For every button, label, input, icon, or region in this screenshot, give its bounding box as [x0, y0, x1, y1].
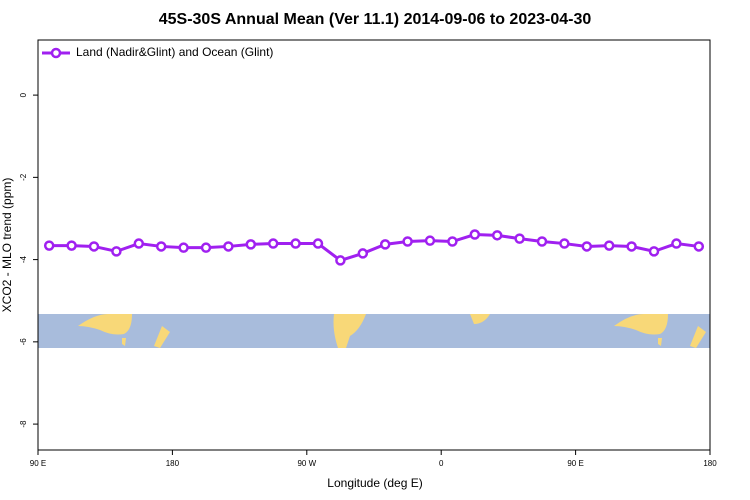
y-tick-label: -2 [19, 173, 28, 181]
data-point [200, 242, 212, 253]
data-point [491, 230, 503, 241]
data-point [648, 246, 660, 257]
data-point [245, 239, 257, 250]
data-point [693, 241, 705, 252]
x-tick-label: 90 W [297, 459, 316, 468]
data-point [335, 255, 346, 266]
data-point [379, 239, 391, 250]
data-point [66, 240, 77, 251]
plot-frame [37, 39, 711, 451]
x-tick-label: 0 [439, 459, 444, 468]
legend-marker [50, 47, 62, 59]
data-point [469, 229, 481, 240]
data-point [536, 236, 548, 247]
data-point [178, 242, 189, 253]
data-point [88, 241, 100, 252]
y-tick-label: -8 [19, 420, 28, 428]
data-point [111, 246, 122, 257]
data-point [133, 238, 145, 249]
data-point [603, 240, 615, 251]
data-point [626, 241, 637, 252]
data-point [223, 241, 234, 252]
y-tick-label: -4 [19, 255, 28, 263]
data-point [402, 236, 413, 247]
data-point [290, 238, 301, 249]
data-point [312, 238, 324, 249]
data-point [267, 238, 279, 249]
data-point [671, 238, 682, 249]
y-axis-label: XCO2 - MLO trend (ppm) [0, 178, 14, 313]
y-tick-label: -6 [19, 338, 28, 346]
legend-label: Land (Nadir&Glint) and Ocean (Glint) [76, 45, 273, 59]
data-point [155, 241, 167, 252]
data-point [357, 248, 369, 259]
x-tick-label: 180 [703, 459, 717, 468]
x-tick-label: 90 E [30, 459, 46, 468]
data-point [559, 238, 570, 249]
data-point [514, 233, 525, 244]
y-tick-label: 0 [19, 92, 28, 97]
x-tick-label: 90 E [567, 459, 583, 468]
data-point [581, 241, 593, 252]
data-point [447, 236, 458, 247]
map-strip [38, 314, 710, 348]
data-point [424, 235, 436, 246]
data-point [43, 240, 55, 251]
x-tick-label: 180 [166, 459, 180, 468]
x-axis-label: Longitude (deg E) [327, 476, 422, 490]
chart-title: 45S-30S Annual Mean (Ver 11.1) 2014-09-0… [159, 11, 592, 28]
data-line [49, 233, 699, 263]
